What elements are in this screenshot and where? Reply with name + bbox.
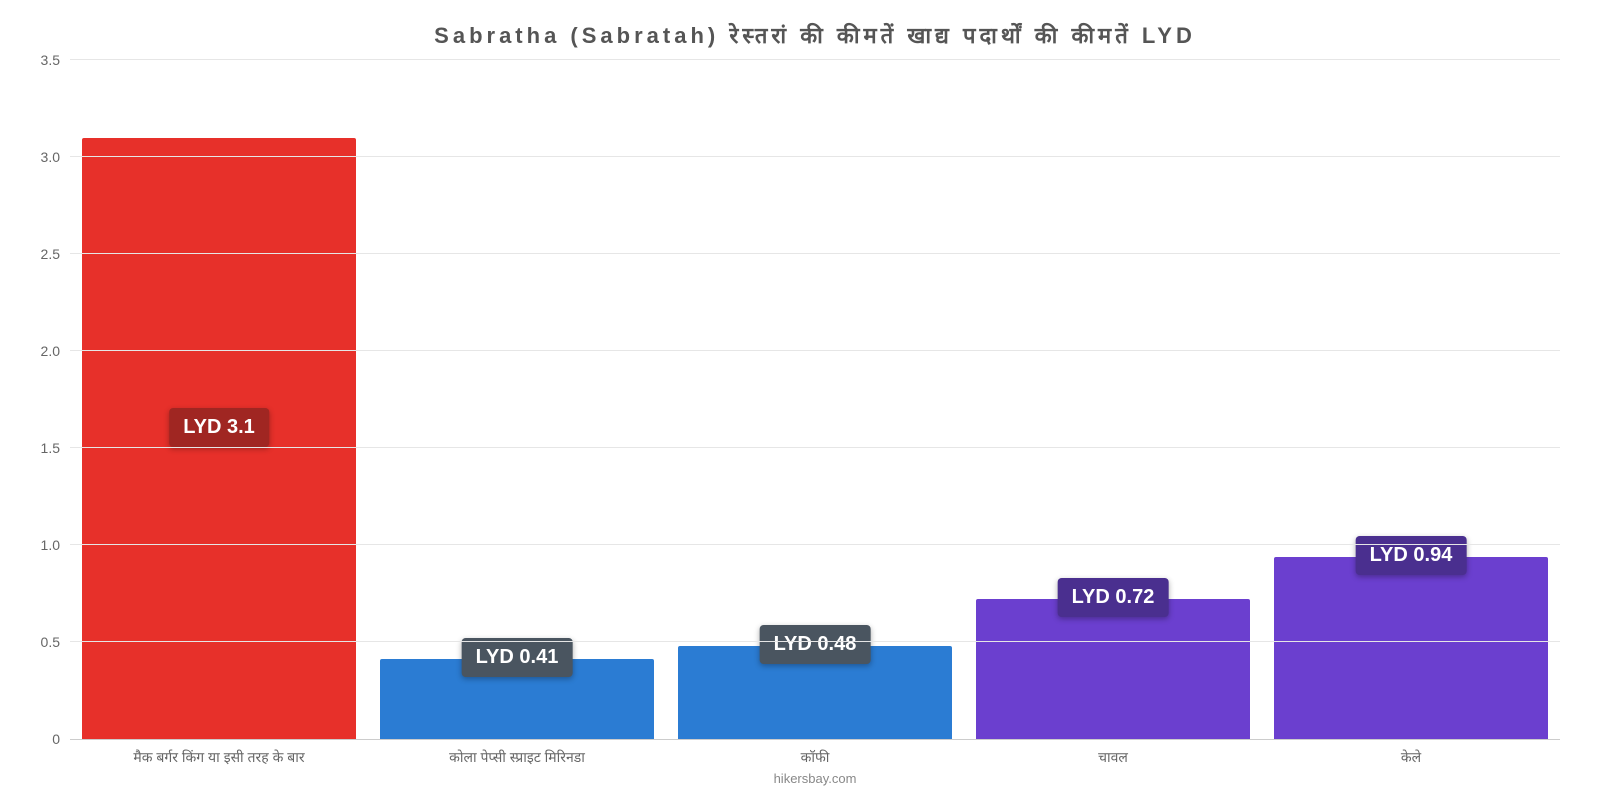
bar-slot: LYD 3.1 (70, 60, 368, 739)
x-axis: मैक बर्गर किंग या इसी तरह के बारकोला पेप… (70, 748, 1560, 767)
bar-slot: LYD 0.41 (368, 60, 666, 739)
bar-value-label: LYD 0.48 (760, 625, 871, 664)
footer-text: hikersbay.com (70, 771, 1560, 786)
gridline (70, 253, 1560, 254)
bars-area: LYD 3.1LYD 0.41LYD 0.48LYD 0.72LYD 0.94 (70, 60, 1560, 739)
y-tick-label: 0 (20, 731, 60, 747)
bar: LYD 0.48 (678, 646, 952, 739)
bar-value-label: LYD 3.1 (169, 408, 269, 447)
bar-slot: LYD 0.72 (964, 60, 1262, 739)
bar-value-label: LYD 0.41 (462, 638, 573, 677)
x-tick-label: मैक बर्गर किंग या इसी तरह के बार (70, 748, 368, 767)
chart-container: Sabratha (Sabratah) रेस्तरां की कीमतें ख… (0, 0, 1600, 800)
bar-slot: LYD 0.94 (1262, 60, 1560, 739)
y-tick-label: 3.5 (20, 52, 60, 68)
bar-value-label: LYD 0.72 (1058, 578, 1169, 617)
gridline (70, 641, 1560, 642)
bar-slot: LYD 0.48 (666, 60, 964, 739)
y-tick-label: 3.0 (20, 149, 60, 165)
y-axis: 00.51.01.52.02.53.03.5 (20, 60, 60, 739)
y-tick-label: 0.5 (20, 634, 60, 650)
bar: LYD 0.94 (1274, 557, 1548, 739)
gridline (70, 350, 1560, 351)
x-tick-label: कॉफी (666, 748, 964, 767)
bar: LYD 3.1 (82, 138, 356, 739)
x-tick-label: चावल (964, 748, 1262, 767)
plot-area: 00.51.01.52.02.53.03.5 LYD 3.1LYD 0.41LY… (70, 60, 1560, 740)
y-tick-label: 2.0 (20, 343, 60, 359)
chart-title: Sabratha (Sabratah) रेस्तरां की कीमतें ख… (70, 20, 1560, 50)
y-tick-label: 1.5 (20, 440, 60, 456)
gridline (70, 156, 1560, 157)
x-tick-label: कोला पेप्सी स्प्राइट मिरिनडा (368, 748, 666, 767)
bar-value-label: LYD 0.94 (1356, 536, 1467, 575)
y-tick-label: 1.0 (20, 537, 60, 553)
bar: LYD 0.41 (380, 659, 654, 739)
y-tick-label: 2.5 (20, 246, 60, 262)
gridline (70, 447, 1560, 448)
x-tick-label: केले (1262, 748, 1560, 767)
gridline (70, 59, 1560, 60)
gridline (70, 544, 1560, 545)
bar: LYD 0.72 (976, 599, 1250, 739)
